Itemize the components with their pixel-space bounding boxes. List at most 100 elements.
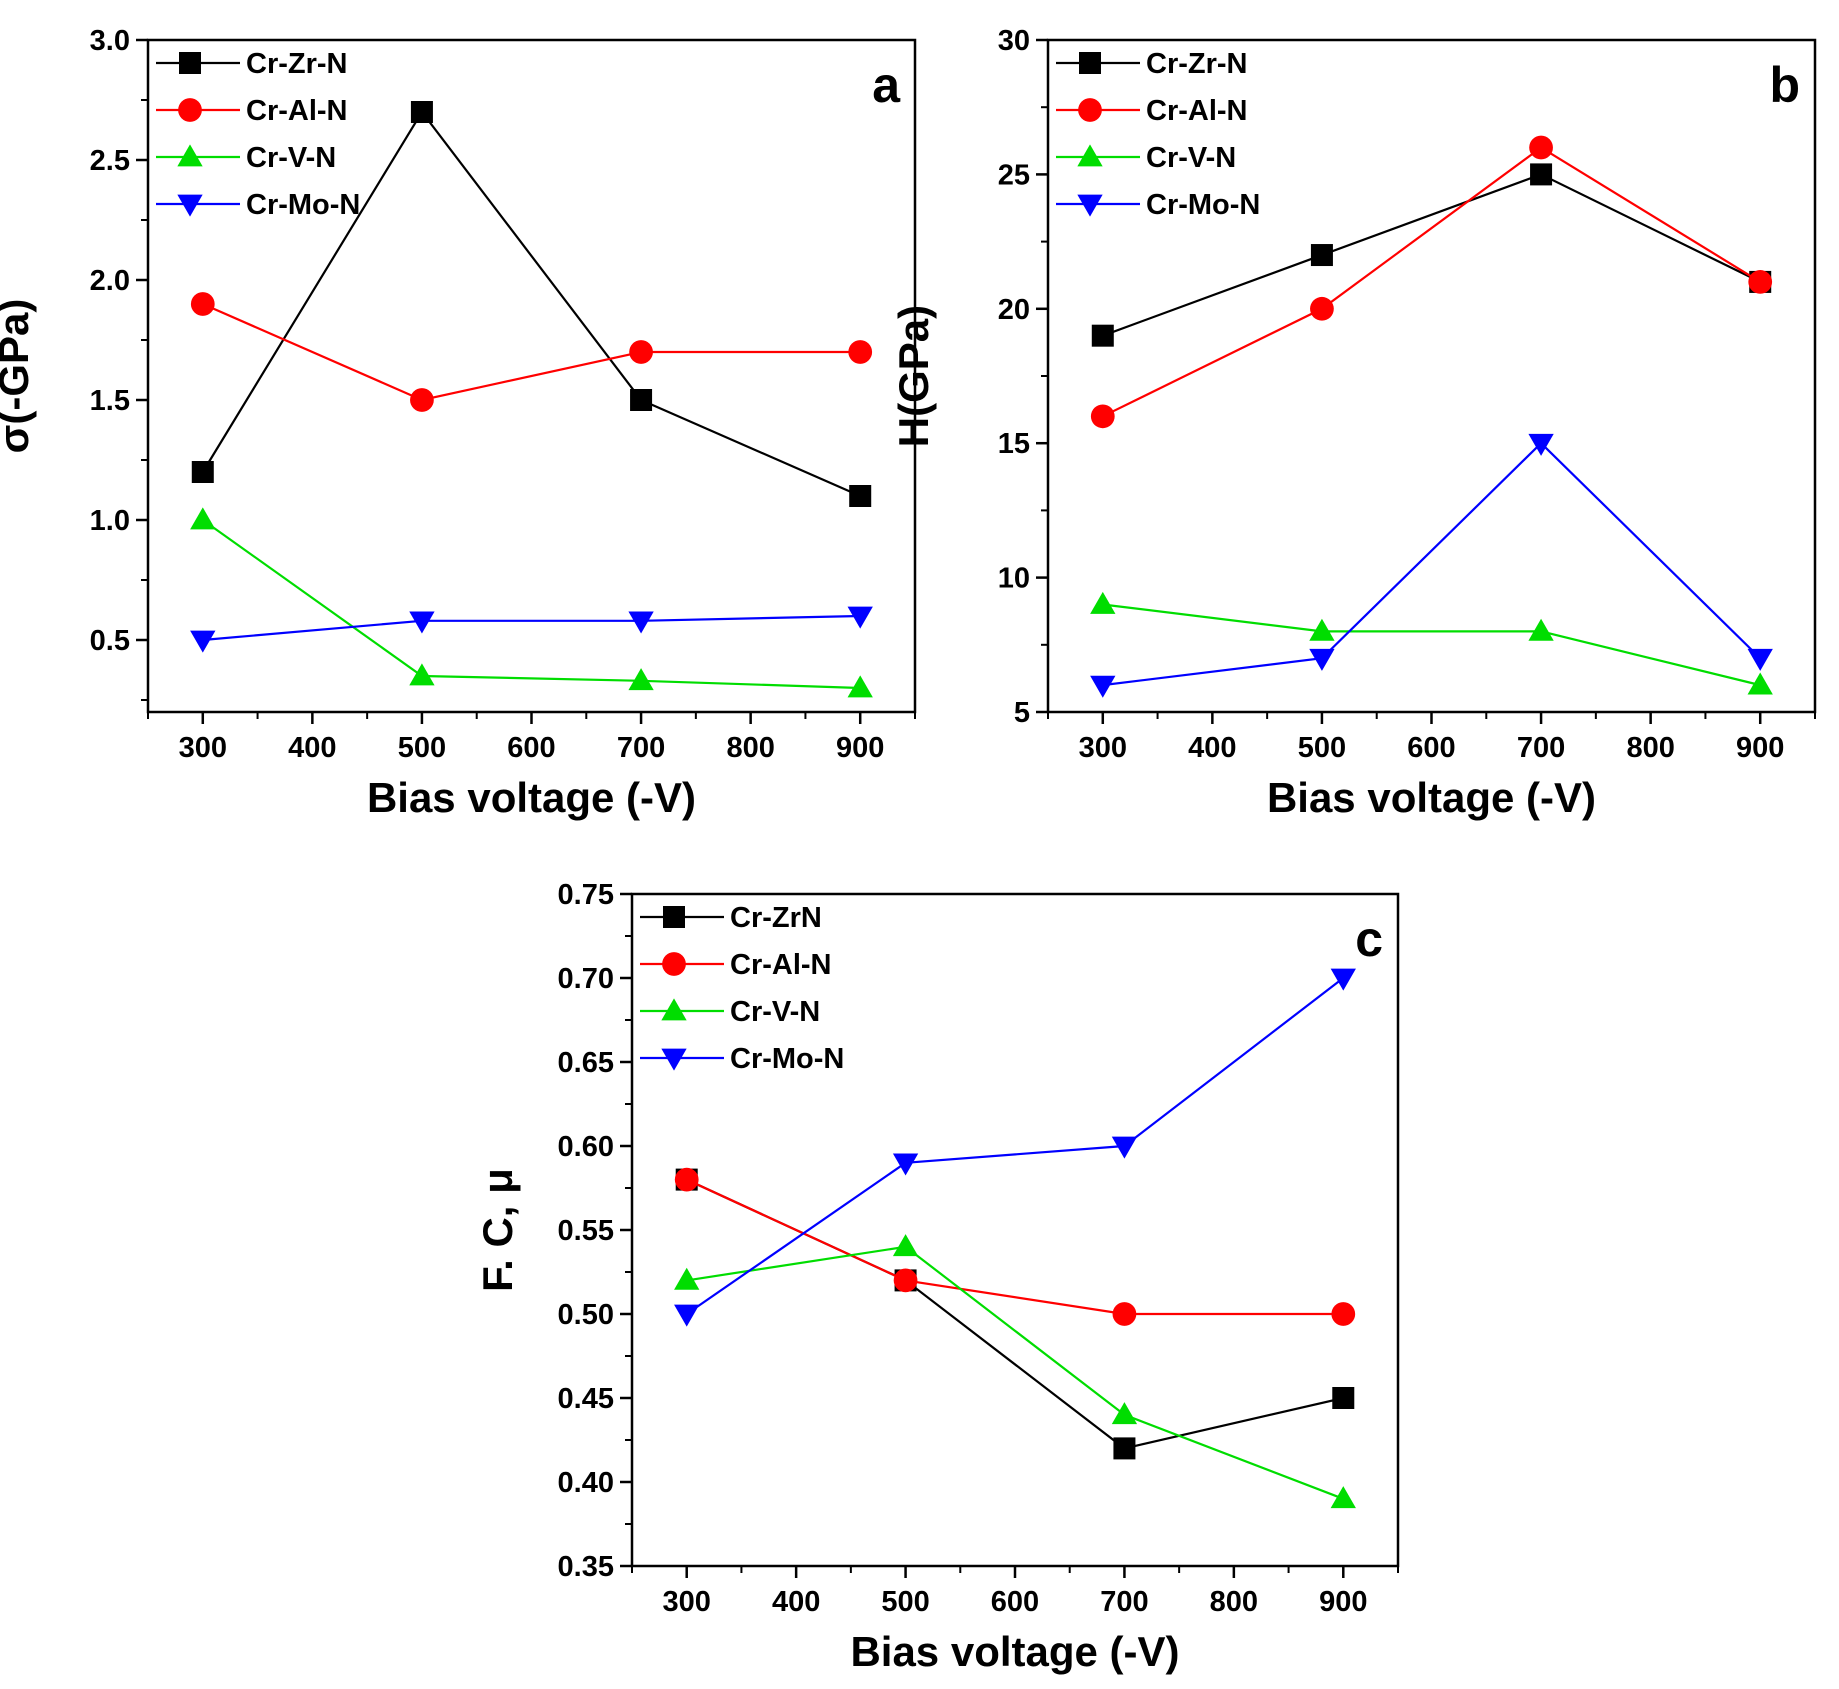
y-tick-label: 2.5	[90, 145, 130, 177]
data-point-cr-al-n	[190, 292, 215, 316]
data-point-cr-mo-n	[674, 1304, 700, 1327]
panel-label: c	[1355, 911, 1383, 967]
data-point-cr-v-n	[628, 668, 654, 691]
data-point-cr-al-n	[1310, 296, 1334, 321]
data-point-cr-v-n	[1309, 618, 1335, 641]
legend-marker-cr-al-n	[1078, 98, 1102, 122]
chart-panel-a: 300 400 500 600 700 800 900 0.5 1.0 1.5 2.0 2.5 3.0 B…	[0, 25, 917, 821]
data-point-cr-mo-n	[1330, 968, 1356, 991]
y-tick-label: 0.50	[558, 1299, 614, 1331]
legend-label-cr-zr-n: Cr-Zr-N	[246, 48, 348, 80]
data-point-cr-mo-n	[190, 630, 216, 653]
legend-marker-cr-v-n	[177, 144, 203, 167]
y-tick-label: 0.60	[558, 1131, 614, 1163]
y-tick-label: 1.0	[90, 505, 130, 537]
y-axis-title: σ(-GPa)	[0, 299, 37, 454]
y-tick-label: 0.40	[558, 1467, 614, 1499]
legend-label-cr-al-n: Cr-Al-N	[246, 95, 348, 127]
data-point-cr-zr-n	[1091, 324, 1114, 347]
legend: Cr-Zr-N Cr-Al-N Cr-V-N Cr-Mo-N	[1056, 48, 1260, 221]
x-axis-title: Bias voltage (-V)	[1267, 774, 1596, 821]
data-point-cr-v-n	[409, 663, 435, 686]
data-point-cr-zr-n	[410, 101, 433, 123]
x-tick-label: 600	[507, 732, 555, 764]
data-point-cr-v-n	[1090, 591, 1116, 614]
x-tick-label: 500	[881, 1586, 929, 1618]
x-tick-label: 600	[1407, 732, 1455, 764]
legend-label-cr-mo-n: Cr-Mo-N	[1146, 189, 1260, 221]
panel-label: a	[872, 57, 901, 113]
x-tick-label: 500	[1298, 732, 1346, 764]
data-point-cr-v-n	[674, 1267, 700, 1290]
data-point-cr-zr-n	[1530, 163, 1553, 186]
series-line-cr-mo-n	[686, 977, 1344, 1315]
y-tick-label: 0.35	[558, 1551, 614, 1583]
data-point-cr-al-n	[1331, 1302, 1356, 1326]
legend-marker-cr-zrn	[663, 906, 685, 928]
series-line-cr-v-n	[1102, 603, 1761, 687]
y-axis-title: H(GPa)	[890, 305, 937, 447]
x-tick-label: 400	[1188, 732, 1236, 764]
y-tick-label: 0.70	[558, 963, 614, 995]
series-line-cr-zr-n	[1102, 173, 1761, 337]
legend: Cr-Zr-N Cr-Al-N Cr-V-N Cr-Mo-N	[156, 48, 360, 221]
legend-marker-cr-zr-n	[179, 52, 201, 74]
y-tick-label: 10	[998, 563, 1030, 595]
data-point-cr-mo-n	[892, 1153, 919, 1176]
y-tick-label: 0.55	[558, 1215, 614, 1247]
plot-frame	[630, 892, 1400, 1568]
x-tick-label: 300	[663, 1586, 711, 1618]
x-tick-label: 600	[991, 1586, 1039, 1618]
series-line-cr-mo-n	[202, 614, 861, 642]
data-point-cr-mo-n	[847, 606, 873, 629]
x-tick-label: 900	[1736, 732, 1784, 764]
x-tick-label: 300	[179, 732, 227, 764]
data-point-cr-al-n	[1090, 404, 1115, 429]
legend-marker-cr-v-n	[661, 998, 687, 1021]
series-line-cr-v-n	[686, 1245, 1344, 1500]
y-tick-label: 0.65	[558, 1047, 614, 1079]
series-line-cr-al-n	[202, 302, 861, 402]
x-tick-label: 900	[836, 732, 884, 764]
legend-marker-cr-mo-n	[661, 1048, 687, 1071]
data-point-cr-zr-n	[1310, 244, 1333, 267]
legend-marker-cr-mo-n	[177, 194, 203, 217]
series-line-cr-al-n	[686, 1178, 1344, 1316]
y-tick-label: 25	[998, 159, 1030, 191]
legend-marker-cr-v-n	[1077, 144, 1103, 167]
y-axis-title: F. C, μ	[474, 1168, 521, 1292]
chart-panel-b: 300 400 500 600 700 800 900 5 10 15 20 25 30 Bias vol…	[890, 25, 1817, 821]
x-tick-label: 700	[1100, 1586, 1148, 1618]
data-point-cr-v-n	[1330, 1486, 1356, 1509]
data-point-cr-mo-n	[1528, 433, 1554, 456]
y-tick-label: 20	[998, 294, 1030, 326]
y-tick-label: 3.0	[90, 25, 130, 57]
legend-label-cr-v-n: Cr-V-N	[730, 996, 820, 1028]
series-line-cr-v-n	[202, 519, 861, 690]
data-point-cr-zr-n	[849, 485, 872, 507]
legend-marker-cr-zr-n	[1079, 52, 1101, 74]
data-point-cr-zrn	[1332, 1387, 1355, 1409]
data-point-cr-zr-n	[191, 461, 214, 483]
y-tick-label: 1.5	[90, 385, 130, 417]
x-tick-label: 800	[1626, 732, 1674, 764]
legend-label-cr-al-n: Cr-Al-N	[730, 949, 832, 981]
data-point-cr-al-n	[848, 340, 873, 364]
x-axis-title: Bias voltage (-V)	[850, 1628, 1179, 1675]
data-point-cr-mo-n	[1309, 648, 1335, 671]
y-tick-label: 5	[1014, 697, 1030, 729]
legend-label-cr-zr-n: Cr-Zr-N	[1146, 48, 1248, 80]
series-line-cr-mo-n	[1102, 441, 1761, 687]
y-tick-label: 15	[998, 428, 1030, 460]
data-point-cr-al-n	[410, 388, 434, 412]
data-point-cr-zrn	[1113, 1437, 1136, 1460]
x-tick-label: 300	[1079, 732, 1127, 764]
data-point-cr-al-n	[1748, 270, 1773, 294]
y-tick-label: 0.75	[558, 879, 614, 911]
panel-label: b	[1769, 57, 1800, 113]
y-tick-label: 0.45	[558, 1383, 614, 1415]
data-point-cr-mo-n	[1090, 675, 1116, 698]
data-point-cr-al-n	[1529, 135, 1553, 160]
data-point-cr-v-n	[1747, 672, 1773, 695]
legend-label-cr-v-n: Cr-V-N	[1146, 142, 1236, 174]
